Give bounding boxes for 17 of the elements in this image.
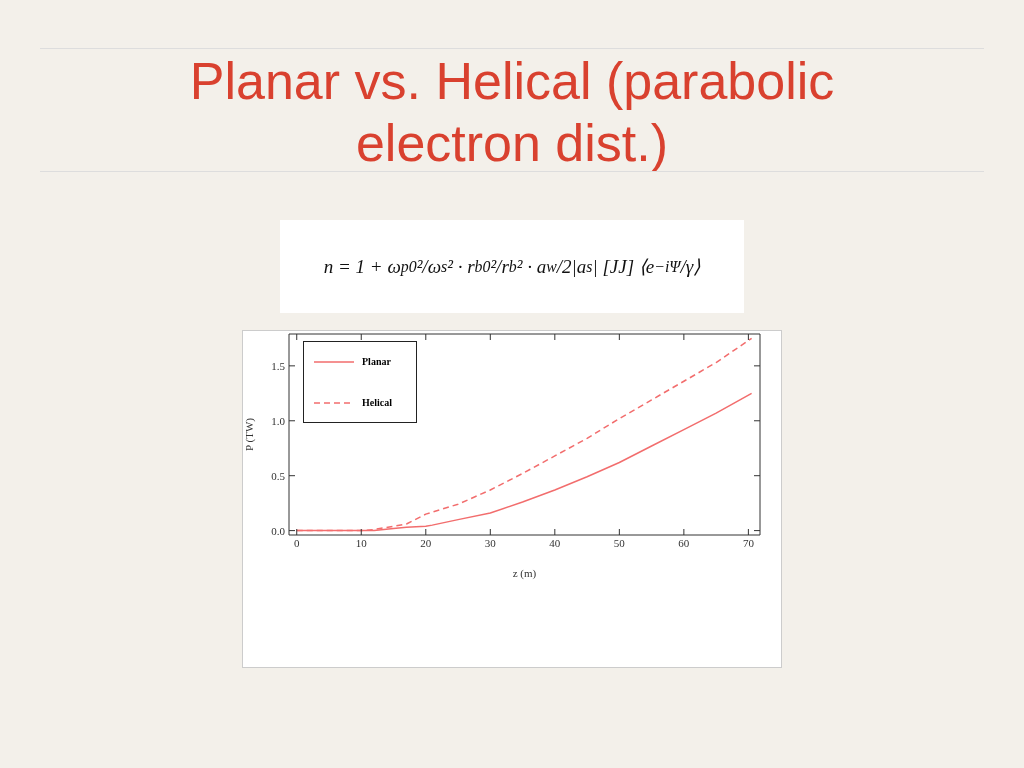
x-tick-label: 20 xyxy=(420,536,432,549)
x-tick-label: 70 xyxy=(742,536,755,549)
x-axis-title: z (m) xyxy=(512,567,537,580)
y-tick-label: 0.5 xyxy=(271,469,286,482)
x-tick-label: 10 xyxy=(355,536,368,549)
y-axis-title: P (TW) xyxy=(242,417,256,451)
y-tick-label: 0.0 xyxy=(271,524,286,537)
x-tick-label: 40 xyxy=(549,536,561,549)
x-tick-label: 50 xyxy=(613,536,626,549)
x-tick-label: 0 xyxy=(293,536,300,549)
y-tick-label: 1.5 xyxy=(271,359,286,372)
legend-label: Helical xyxy=(362,397,392,408)
legend-label: Planar xyxy=(362,356,391,367)
x-tick-label: 60 xyxy=(678,536,690,549)
y-tick-label: 1.0 xyxy=(271,414,286,427)
x-tick-label: 30 xyxy=(484,536,497,549)
chart-title: Planar vs. Helical (parabolic electron dist.) xyxy=(188,51,836,174)
